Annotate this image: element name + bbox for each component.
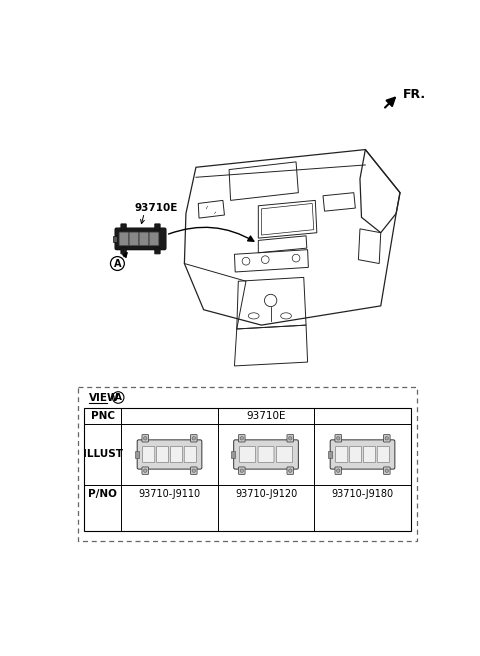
FancyBboxPatch shape	[384, 467, 390, 474]
FancyBboxPatch shape	[328, 451, 332, 458]
Circle shape	[240, 469, 243, 472]
FancyBboxPatch shape	[121, 248, 126, 254]
Text: 93710-J9180: 93710-J9180	[332, 489, 394, 499]
FancyBboxPatch shape	[135, 451, 139, 458]
FancyBboxPatch shape	[129, 232, 139, 245]
FancyBboxPatch shape	[155, 224, 160, 230]
Circle shape	[240, 437, 243, 440]
FancyBboxPatch shape	[330, 440, 395, 469]
Circle shape	[192, 437, 195, 440]
FancyBboxPatch shape	[377, 447, 389, 462]
Circle shape	[385, 469, 388, 472]
FancyBboxPatch shape	[384, 435, 390, 442]
Circle shape	[385, 437, 388, 440]
FancyBboxPatch shape	[170, 447, 182, 462]
Text: 93710-J9110: 93710-J9110	[138, 489, 201, 499]
Circle shape	[192, 469, 195, 472]
Text: A: A	[114, 258, 121, 268]
Text: VIEW: VIEW	[89, 393, 120, 403]
FancyBboxPatch shape	[258, 447, 274, 462]
Text: 93710E: 93710E	[246, 411, 286, 421]
Text: A: A	[115, 393, 122, 402]
FancyBboxPatch shape	[191, 435, 197, 442]
Circle shape	[336, 437, 340, 440]
Text: PNC: PNC	[91, 411, 115, 421]
FancyBboxPatch shape	[191, 467, 197, 474]
FancyBboxPatch shape	[149, 232, 159, 245]
FancyBboxPatch shape	[335, 435, 342, 442]
FancyBboxPatch shape	[156, 447, 168, 462]
FancyBboxPatch shape	[231, 451, 235, 458]
Text: 93710E: 93710E	[134, 203, 178, 213]
Circle shape	[336, 469, 340, 472]
FancyBboxPatch shape	[143, 447, 155, 462]
FancyBboxPatch shape	[115, 228, 166, 250]
Circle shape	[144, 469, 147, 472]
FancyBboxPatch shape	[119, 232, 129, 245]
FancyBboxPatch shape	[287, 467, 294, 474]
Circle shape	[288, 437, 292, 440]
FancyBboxPatch shape	[287, 435, 294, 442]
FancyBboxPatch shape	[142, 467, 149, 474]
FancyBboxPatch shape	[113, 236, 117, 242]
FancyBboxPatch shape	[349, 447, 361, 462]
FancyBboxPatch shape	[363, 447, 375, 462]
FancyBboxPatch shape	[240, 447, 255, 462]
FancyBboxPatch shape	[142, 435, 149, 442]
FancyBboxPatch shape	[121, 224, 126, 230]
FancyBboxPatch shape	[276, 447, 292, 462]
FancyBboxPatch shape	[239, 435, 245, 442]
FancyBboxPatch shape	[335, 467, 342, 474]
Circle shape	[288, 469, 292, 472]
Text: ILLUST: ILLUST	[83, 449, 123, 459]
FancyBboxPatch shape	[184, 447, 196, 462]
FancyBboxPatch shape	[139, 232, 149, 245]
FancyBboxPatch shape	[137, 440, 202, 469]
FancyBboxPatch shape	[239, 467, 245, 474]
FancyBboxPatch shape	[155, 248, 160, 254]
Text: 93710-J9120: 93710-J9120	[235, 489, 297, 499]
FancyBboxPatch shape	[234, 440, 299, 469]
Text: P/NO: P/NO	[88, 489, 117, 499]
Text: FR.: FR.	[403, 88, 426, 101]
Circle shape	[144, 437, 147, 440]
FancyBboxPatch shape	[336, 447, 348, 462]
